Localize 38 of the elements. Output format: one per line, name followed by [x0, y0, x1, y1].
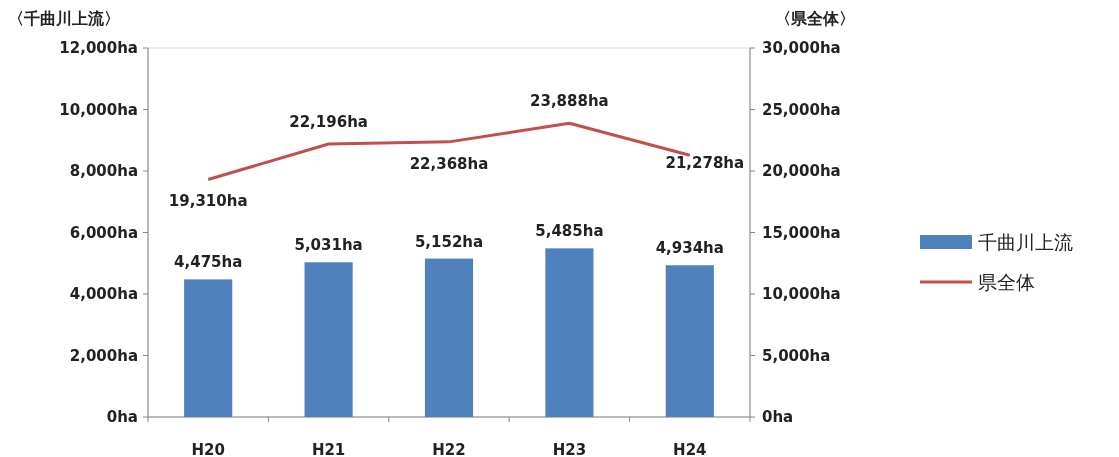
y2-tick-label: 30,000ha	[762, 39, 841, 57]
y2-axis-title: 〈県全体〉	[775, 9, 855, 28]
y-tick-label: 12,000ha	[59, 39, 138, 57]
y2-tick-label: 25,000ha	[762, 100, 841, 119]
x-tick-label: H22	[432, 441, 466, 457]
data-label: 5,485ha	[535, 222, 604, 241]
x-tick-label: H21	[311, 441, 346, 457]
y2-tick-label: 20,000ha	[762, 162, 841, 180]
y-tick-label: 8,000ha	[69, 162, 138, 180]
y2-tick-label: 0ha	[762, 408, 794, 426]
y2-tick-label: 5,000ha	[762, 346, 831, 365]
data-label: 23,888ha	[530, 92, 609, 111]
data-label: 4,475ha	[174, 253, 243, 272]
data-label: 5,031ha	[294, 236, 363, 255]
y2-tick-label: 10,000ha	[762, 285, 841, 303]
y-tick-label: 4,000ha	[69, 285, 138, 303]
x-tick-label: H23	[552, 441, 587, 457]
y-tick-label: 0ha	[106, 408, 138, 426]
y-tick-label: 2,000ha	[69, 346, 138, 365]
y-tick-label: 6,000ha	[69, 223, 138, 242]
bar	[665, 265, 714, 417]
y-axis-title: 〈千曲川上流〉	[8, 9, 120, 28]
bar	[184, 279, 233, 417]
data-label: 22,368ha	[409, 154, 489, 173]
bar	[424, 258, 474, 417]
data-label: 5,152ha	[414, 232, 484, 251]
legend-label: 千曲川上流	[978, 231, 1073, 253]
x-tick-label: H24	[673, 441, 707, 457]
data-label: 4,934ha	[655, 239, 724, 258]
bar	[545, 248, 594, 417]
data-label: 19,310ha	[168, 192, 248, 211]
legend-label: 県全体	[978, 271, 1035, 293]
x-tick-label: H20	[191, 441, 225, 457]
y2-tick-label: 15,000ha	[762, 223, 841, 242]
bar	[304, 262, 353, 417]
data-label: 22,196ha	[289, 112, 368, 131]
y-tick-label: 10,000ha	[59, 100, 138, 119]
data-label: 21,278ha	[665, 154, 745, 173]
